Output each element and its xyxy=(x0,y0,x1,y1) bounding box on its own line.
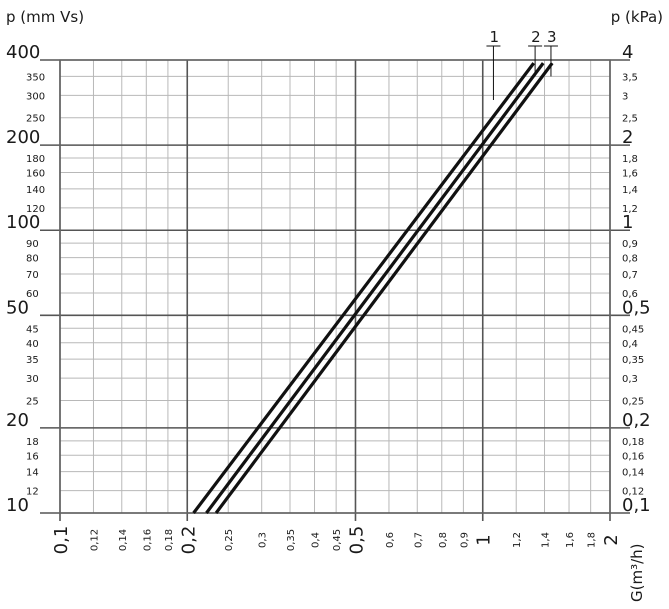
y-tick-label-left: 160 xyxy=(26,169,45,180)
y-tick-label-right: 0,16 xyxy=(622,451,644,462)
x-tick-label: 0,18 xyxy=(164,529,175,551)
series-line-2 xyxy=(205,62,545,514)
y-tick-label-left-major: 10 xyxy=(6,495,29,516)
y-tick-label-right: 3 xyxy=(622,91,628,102)
y-tick-label-right-major: 0,2 xyxy=(622,410,651,431)
y-tick-label-left-major: 400 xyxy=(6,42,40,63)
y-tick-label-right: 0,7 xyxy=(622,270,638,281)
y-tick-label-left: 25 xyxy=(26,396,39,407)
y-tick-label-right-major: 0,5 xyxy=(622,297,651,318)
y-tick-label-left: 140 xyxy=(26,185,45,196)
series-line-1 xyxy=(192,62,535,514)
y-tick-label-right: 0,3 xyxy=(622,374,638,385)
y-tick-label-right: 1,2 xyxy=(622,204,638,215)
y-tick-label-right: 0,6 xyxy=(622,289,638,300)
y-tick-label-right: 0,25 xyxy=(622,396,644,407)
y-tick-label-left: 180 xyxy=(26,154,45,165)
y-tick-label-left: 300 xyxy=(26,91,45,102)
y-tick-label-left: 40 xyxy=(26,339,39,350)
y-tick-label-right: 2,5 xyxy=(622,114,638,125)
y-tick-label-left: 30 xyxy=(26,374,39,385)
y-tick-label-right: 1,6 xyxy=(622,169,638,180)
x-tick-label: 1,8 xyxy=(587,532,598,548)
x-tick-label-major: 2 xyxy=(601,534,622,545)
y-tick-label-left: 12 xyxy=(26,487,39,498)
y-tick-label-right-major: 0,1 xyxy=(622,495,651,516)
x-tick-label: 0,14 xyxy=(118,529,129,551)
y-tick-label-left: 18 xyxy=(26,437,39,448)
y-tick-label-right-major: 1 xyxy=(622,212,633,233)
x-tick-label: 0,9 xyxy=(459,532,470,548)
y-tick-label-left: 45 xyxy=(26,324,39,335)
x-tick-label: 0,25 xyxy=(224,529,235,551)
x-tick-label: 1,6 xyxy=(565,532,576,548)
x-tick-label: 0,35 xyxy=(286,529,297,551)
y-tick-label-left: 14 xyxy=(26,468,39,479)
x-tick-label: 0,16 xyxy=(142,529,153,551)
y-tick-label-left-major: 50 xyxy=(6,297,29,318)
y-tick-label-left: 80 xyxy=(26,254,39,265)
x-tick-label-major: 0,5 xyxy=(346,526,367,555)
series-label-3: 3 xyxy=(547,28,557,46)
x-tick-label: 0,3 xyxy=(258,532,269,548)
y-tick-label-left-major: 20 xyxy=(6,410,29,431)
x-tick-label: 1,4 xyxy=(541,532,552,548)
x-tick-label: 0,8 xyxy=(438,532,449,548)
y-tick-label-right: 0,18 xyxy=(622,437,644,448)
x-tick-label: 0,45 xyxy=(332,529,343,551)
y-tick-label-left: 60 xyxy=(26,289,39,300)
y-tick-label-right-major: 2 xyxy=(622,127,633,148)
series-label-2: 2 xyxy=(531,28,541,46)
y-tick-label-left-major: 100 xyxy=(6,212,40,233)
y-tick-label-left: 250 xyxy=(26,114,45,125)
right-axis-unit-label: p (kPa) xyxy=(610,8,663,26)
x-tick-label: 0,6 xyxy=(385,532,396,548)
x-tick-label-major: 0,1 xyxy=(51,526,72,555)
x-tick-label-major: 0,2 xyxy=(178,526,199,555)
y-tick-label-left: 16 xyxy=(26,451,39,462)
left-axis-unit-label: p (mm Vs) xyxy=(6,8,85,26)
y-tick-label-right: 0,14 xyxy=(622,468,644,479)
x-tick-label: 0,7 xyxy=(413,532,424,548)
y-tick-label-right: 0,4 xyxy=(622,339,638,350)
y-tick-label-right-major: 4 xyxy=(622,42,633,63)
x-tick-label: 1,2 xyxy=(512,532,523,548)
x-tick-label: 0,4 xyxy=(311,532,322,548)
y-tick-label-right: 0,9 xyxy=(622,239,638,250)
y-tick-label-left: 350 xyxy=(26,72,45,83)
y-tick-label-right: 1,8 xyxy=(622,154,638,165)
y-tick-label-right: 0,8 xyxy=(622,254,638,265)
series-label-1: 1 xyxy=(489,28,499,46)
y-tick-label-right: 1,4 xyxy=(622,185,638,196)
y-tick-label-left-major: 200 xyxy=(6,127,40,148)
x-tick-label-major: 1 xyxy=(474,534,495,545)
y-tick-label-right: 0,35 xyxy=(622,355,644,366)
y-tick-label-left: 70 xyxy=(26,270,39,281)
series-line-3 xyxy=(214,62,554,514)
y-tick-label-left: 35 xyxy=(26,355,39,366)
y-tick-label-right: 3,5 xyxy=(622,72,638,83)
y-tick-label-right: 0,12 xyxy=(622,487,644,498)
x-tick-label: 0,12 xyxy=(89,529,100,551)
y-tick-label-left: 120 xyxy=(26,204,45,215)
y-tick-label-left: 90 xyxy=(26,239,39,250)
y-tick-label-right: 0,45 xyxy=(622,324,644,335)
plot-frame xyxy=(59,59,611,514)
